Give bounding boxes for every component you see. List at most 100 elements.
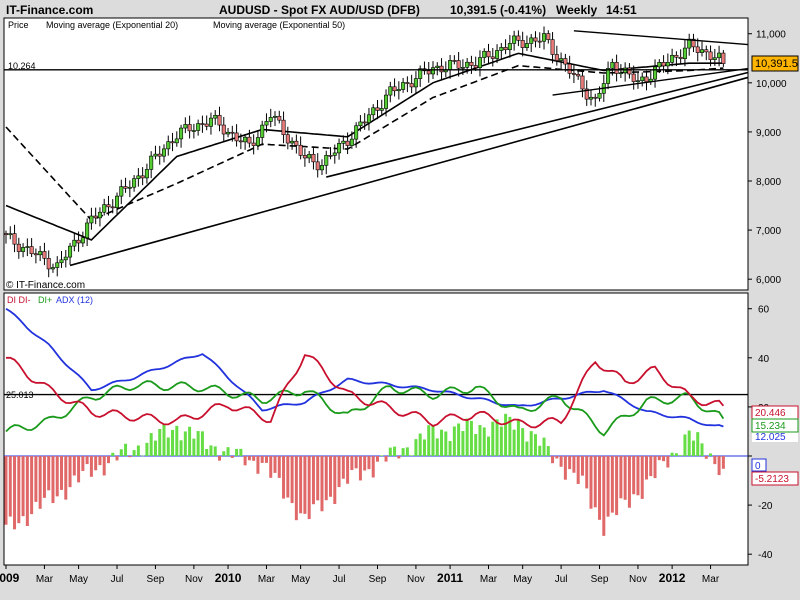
dmi-histogram-bar — [4, 456, 8, 525]
candle-down — [533, 37, 538, 42]
dmi-panel[interactable] — [3, 292, 749, 566]
dmi-histogram-bar — [482, 427, 486, 456]
adx-line — [5, 307, 724, 428]
candle-up — [332, 152, 337, 156]
candle-down — [695, 46, 700, 53]
dmi-histogram-bar — [51, 456, 55, 504]
dmi-histogram-bar — [38, 456, 42, 509]
candle-down — [503, 47, 508, 51]
dmi-histogram-bar — [320, 456, 324, 512]
candle-down — [691, 38, 696, 48]
ema50-line — [5, 64, 724, 222]
x-axis-label: Jul — [333, 574, 346, 585]
candle-up — [507, 43, 512, 51]
timeframe-label: Weekly — [556, 3, 597, 17]
candle-up — [413, 78, 418, 88]
dmi-histogram-bar — [277, 456, 281, 478]
candle-up — [213, 114, 218, 119]
dmi-histogram-bar — [196, 431, 200, 456]
candle-up — [542, 33, 547, 42]
x-axis-label: Sep — [591, 574, 609, 585]
candle-up — [670, 54, 675, 63]
dmi-histogram-bar — [696, 432, 700, 456]
dmi-histogram-bar — [94, 456, 98, 471]
candle-down — [674, 54, 679, 58]
candle-up — [349, 138, 354, 146]
candle-down — [563, 58, 568, 65]
candle-down — [576, 73, 581, 77]
dmi-histogram-bar — [350, 456, 354, 471]
dmi-histogram-bar — [414, 439, 418, 456]
candle-up — [588, 96, 593, 100]
dmi-histogram-bar — [640, 456, 644, 499]
candle-down — [375, 107, 380, 111]
candle-down — [238, 140, 243, 143]
dmi-histogram-bar — [410, 455, 414, 456]
dmi-histogram-bar — [145, 442, 149, 456]
x-axis-label: Mar — [702, 574, 720, 585]
x-axis-label: Sep — [147, 574, 165, 585]
x-axis-label: Mar — [36, 574, 54, 585]
candle-up — [388, 86, 393, 96]
dmi-histogram-bar — [260, 456, 264, 463]
x-axis-label: May — [291, 574, 310, 585]
dmi-histogram-bar — [585, 456, 589, 489]
candle-down — [157, 153, 162, 157]
dmi-histogram-bar — [256, 456, 260, 474]
dmi-histogram-bar — [166, 437, 170, 456]
candle-down — [204, 123, 209, 127]
dmi-histogram-bar — [55, 456, 59, 497]
candle-up — [354, 125, 359, 140]
diff-readout: -5.2123 — [755, 474, 789, 485]
candle-up — [115, 195, 120, 208]
dmi-histogram-bar — [128, 456, 132, 458]
price-y-tick-label: 7,000 — [756, 226, 781, 237]
trendline-resistance — [573, 30, 749, 46]
candle-up — [25, 246, 30, 248]
candle-down — [644, 76, 649, 83]
candle-up — [597, 92, 602, 99]
candle-up — [255, 137, 260, 146]
candle-up — [21, 247, 26, 252]
dmi-histogram-bar — [42, 456, 46, 498]
candle-down — [4, 233, 9, 236]
dmi-histogram-bar — [602, 456, 606, 536]
dmi-histogram-bar — [239, 448, 243, 456]
legend-adx: ADX (12) — [56, 295, 93, 305]
candle-up — [477, 57, 482, 69]
candle-up — [341, 140, 346, 144]
dmi-histogram-bar — [598, 456, 602, 520]
candle-up — [371, 107, 376, 116]
candle-down — [42, 251, 47, 259]
candle-down — [721, 52, 726, 64]
dmi-histogram-bar — [615, 456, 619, 516]
dmi-histogram-bar — [670, 452, 674, 456]
di-plus-readout: 15.234 — [755, 421, 786, 432]
candle-up — [144, 169, 149, 179]
dmi-histogram-bar — [183, 431, 187, 456]
dmi-histogram-bar — [512, 429, 516, 456]
dmi-histogram-bar — [307, 456, 311, 520]
candle-down — [661, 62, 666, 67]
dmi-histogram-bar — [226, 447, 230, 456]
candle-up — [337, 143, 342, 154]
x-axis-label: Sep — [369, 574, 387, 585]
di-minus-line — [6, 354, 725, 429]
candle-up — [290, 140, 295, 144]
dmi-histogram-bar — [188, 426, 192, 456]
dmi-histogram-bar — [713, 456, 717, 465]
price-panel[interactable] — [3, 17, 749, 291]
candle-down — [251, 142, 256, 146]
candle-down — [409, 83, 414, 88]
watermark-label: © IT-Finance.com — [6, 280, 85, 291]
diff-readout-box — [751, 471, 799, 486]
zero-readout-box — [751, 458, 767, 472]
candle-up — [273, 115, 278, 118]
dmi-histogram-bar — [495, 419, 499, 456]
candle-down — [298, 144, 303, 156]
dmi-histogram-bar — [47, 456, 51, 491]
dmi-histogram-bar — [636, 456, 640, 496]
dmi-histogram-bar — [504, 413, 508, 456]
time-label: 14:51 — [606, 3, 637, 17]
dmi-histogram-bar — [243, 456, 247, 466]
